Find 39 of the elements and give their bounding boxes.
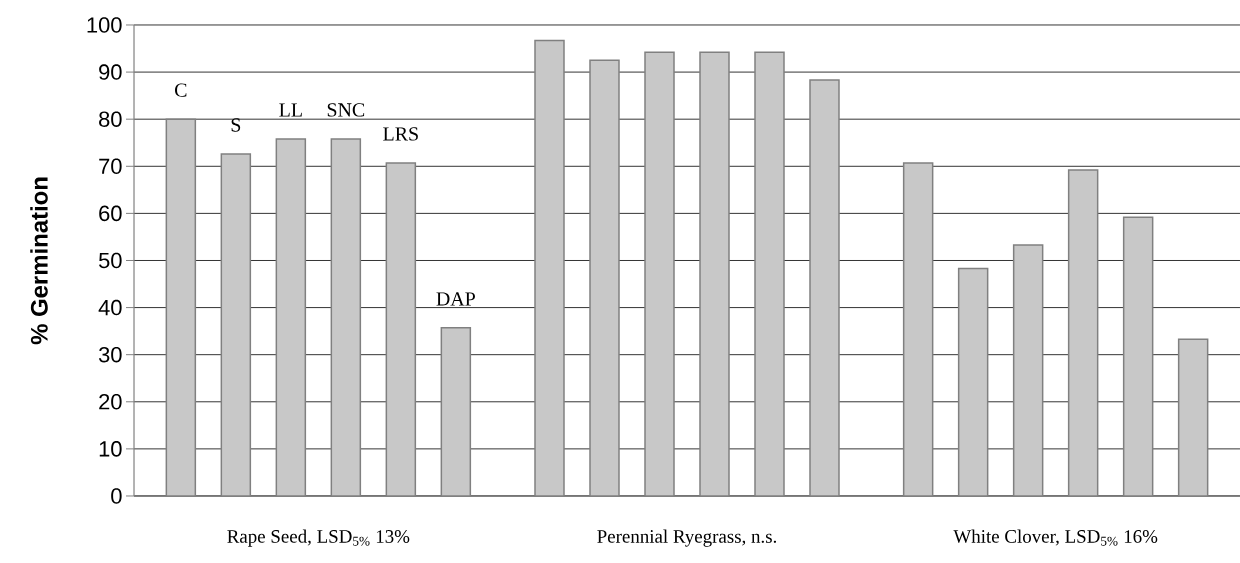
- bar: [165, 118, 197, 497]
- bar: [385, 162, 417, 497]
- y-tick-label: 30: [98, 346, 122, 363]
- bar: [644, 51, 675, 497]
- bar: [440, 327, 472, 497]
- series-label: LRS: [383, 127, 418, 141]
- y-tick-label: 0: [111, 488, 122, 504]
- bar: [220, 153, 252, 497]
- y-tick-label: 40: [98, 299, 122, 316]
- y-tick-label: 80: [99, 111, 122, 127]
- y-tick-label: 60: [99, 205, 122, 222]
- series-label: SNC: [327, 103, 365, 117]
- series-label: LL: [279, 103, 302, 117]
- bar: [809, 79, 840, 497]
- bar: [957, 267, 989, 497]
- bar: [1122, 216, 1154, 497]
- bar: [1012, 244, 1044, 497]
- y-axis-title: % Germination: [30, 177, 48, 345]
- y-tick-label: 90: [99, 64, 122, 80]
- bar: [275, 138, 307, 497]
- y-tick-label: 50: [98, 252, 122, 269]
- y-tick-label: 70: [99, 158, 122, 175]
- y-tick-label: 100: [87, 17, 122, 33]
- x-tick-label: White Clover, LSD$_{5%}$ 16%: [953, 529, 1158, 546]
- y-tick-label: 20: [99, 394, 122, 410]
- bar: [902, 162, 934, 497]
- series-label: C: [175, 83, 187, 97]
- bar: [754, 51, 785, 497]
- bar: [534, 39, 565, 497]
- bar: [1067, 169, 1099, 497]
- bar: [1177, 338, 1209, 497]
- series-label: S: [231, 118, 241, 132]
- y-tick-label: 10: [99, 441, 122, 457]
- x-tick-label: Rape Seed, LSD$_{5%}$ 13%: [227, 529, 410, 547]
- x-tick-label: Perennial Ryegrass, n.s.: [597, 529, 777, 547]
- series-label: DAP: [436, 292, 475, 306]
- bar: [330, 138, 362, 497]
- bar: [589, 59, 620, 497]
- bar: [699, 51, 730, 497]
